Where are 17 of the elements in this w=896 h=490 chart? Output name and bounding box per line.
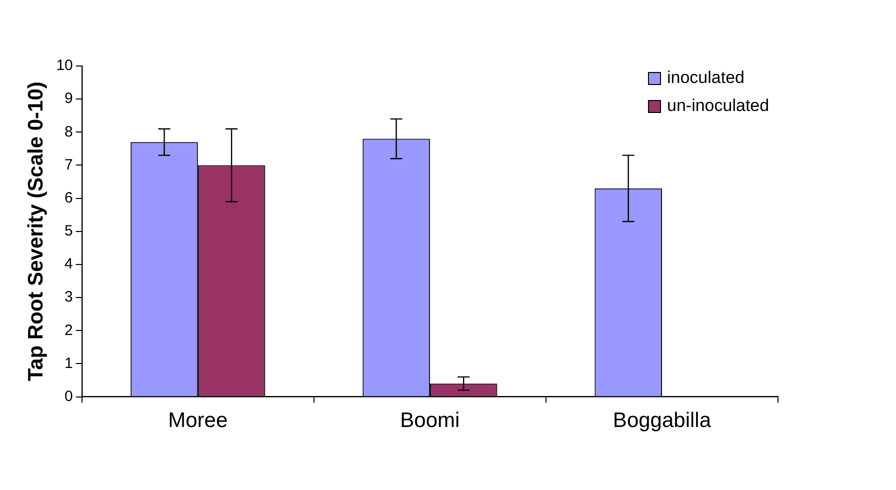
x-tick-label: Moree	[168, 409, 228, 432]
y-tick-label: 1	[64, 354, 73, 372]
y-tick-label: 10	[56, 57, 73, 74]
legend-label: un-inoculated	[667, 96, 770, 116]
x-tick-label: Boomi	[400, 409, 460, 432]
y-tick-label: 9	[64, 90, 73, 108]
x-tick-label: Boggabilla	[612, 409, 712, 432]
legend-label: inoculated	[667, 68, 745, 88]
y-axis-title: Tap Root Severity (Scale 0-10)	[24, 82, 48, 382]
y-tick-label: 0	[64, 388, 73, 405]
y-tick-label: 2	[64, 322, 73, 339]
y-tick-label: 5	[64, 222, 73, 240]
y-tick-label: 3	[64, 288, 73, 306]
y-tick-label: 8	[64, 123, 73, 140]
y-tick-label: 7	[64, 156, 73, 174]
y-tick-label: 6	[64, 189, 73, 206]
y-tick-label: 4	[64, 256, 73, 273]
